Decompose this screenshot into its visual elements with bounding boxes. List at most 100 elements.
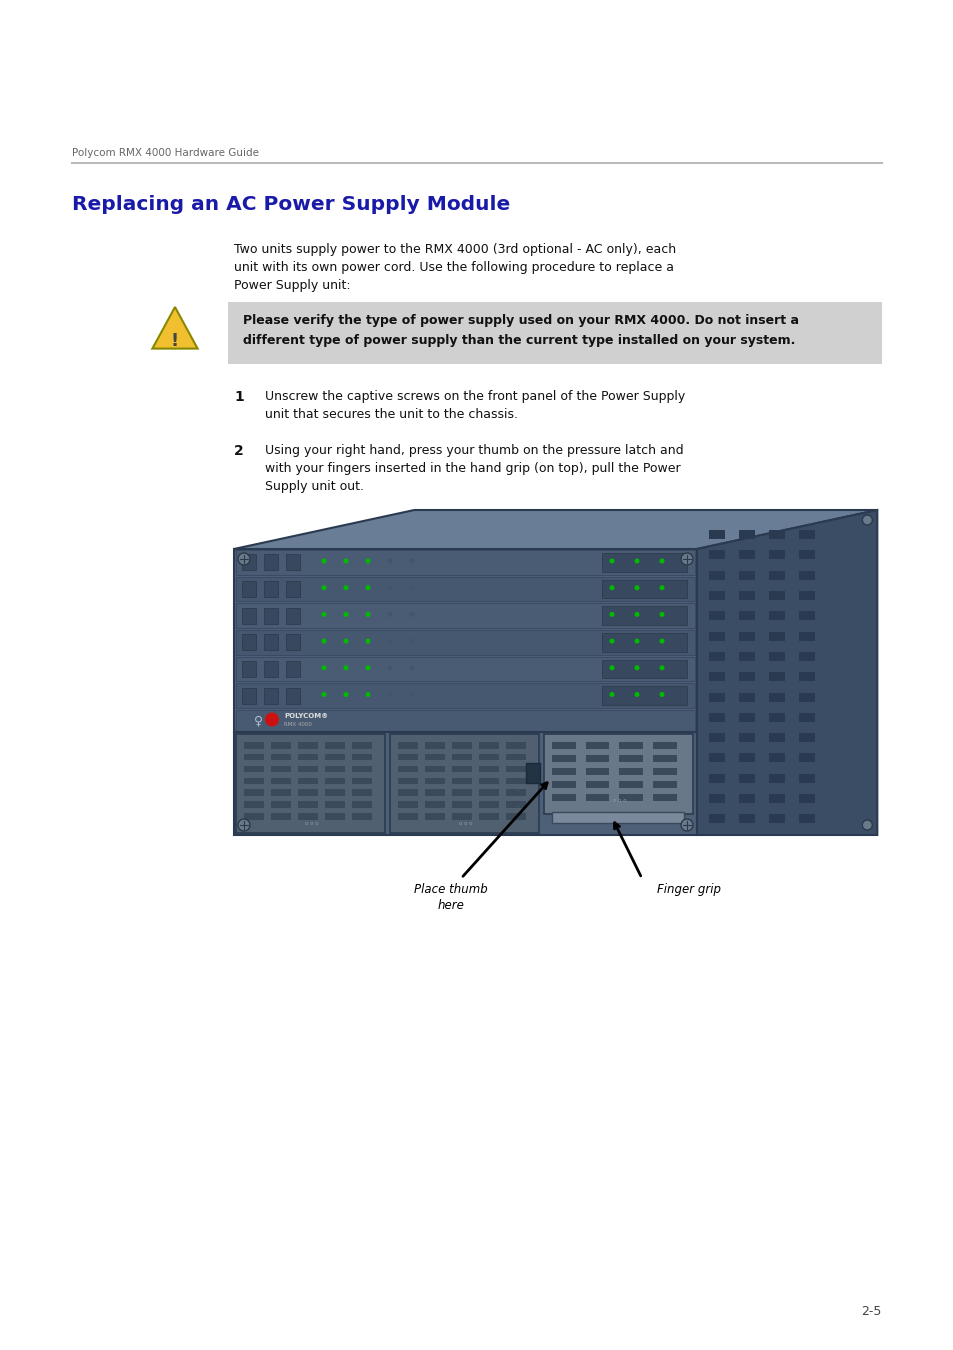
Bar [739,591,754,599]
Bar [297,743,318,748]
Bar [235,656,695,682]
Text: here: here [437,899,464,913]
Bar [799,652,814,662]
Bar [325,753,345,760]
Bar [708,814,724,824]
Bar [424,765,445,772]
Circle shape [659,612,664,617]
Bar [264,580,277,597]
Bar [352,743,372,748]
Circle shape [387,693,392,697]
Text: Supply unit out.: Supply unit out. [265,481,364,493]
Bar [452,802,472,807]
Bar [505,802,526,807]
Bar [244,765,264,772]
Bar [235,710,695,732]
Bar [478,790,498,796]
Circle shape [634,585,639,590]
Bar [478,813,498,819]
Bar [297,765,318,772]
Circle shape [343,585,348,590]
Bar [739,753,754,763]
Text: POLYCOM®: POLYCOM® [284,713,328,720]
Circle shape [609,666,614,671]
Bar [242,687,255,703]
Bar [768,571,784,579]
Text: 1: 1 [233,390,244,404]
Bar [653,782,677,788]
Bar [768,652,784,662]
Circle shape [343,666,348,671]
Text: Finger grip: Finger grip [657,883,720,896]
Bar [424,802,445,807]
Bar [244,813,264,819]
Text: .: . [516,801,518,809]
Circle shape [409,666,414,671]
Bar [286,608,299,624]
Bar [739,774,754,783]
Bar [235,734,385,833]
Text: RMX 4000: RMX 4000 [284,722,312,728]
Circle shape [409,693,414,697]
Circle shape [609,612,614,617]
Bar [452,753,472,760]
Circle shape [343,559,348,563]
Bar [799,794,814,803]
Bar [708,774,724,783]
Bar [271,743,291,748]
Bar [505,778,526,784]
Bar [739,551,754,559]
Polygon shape [152,306,197,348]
Bar [242,608,255,624]
Bar [552,794,575,801]
Bar [799,632,814,640]
Bar [653,755,677,761]
Bar [708,632,724,640]
Bar [505,765,526,772]
Text: Please verify the type of power supply used on your RMX 4000. Do not insert a: Please verify the type of power supply u… [243,315,799,327]
Circle shape [387,612,392,617]
Bar [478,778,498,784]
Bar [244,753,264,760]
Bar [233,549,697,836]
Text: Using your right hand, press your thumb on the pressure latch and: Using your right hand, press your thumb … [265,444,683,458]
Bar [601,606,686,625]
Text: o o o: o o o [458,821,472,826]
Bar [505,743,526,748]
Text: Polycom RMX 4000 Hardware Guide: Polycom RMX 4000 Hardware Guide [71,148,258,158]
Text: Replacing an AC Power Supply Module: Replacing an AC Power Supply Module [71,194,510,215]
Text: 2: 2 [233,444,244,458]
Bar [739,733,754,743]
Text: Two units supply power to the RMX 4000 (3rd optional - AC only), each: Two units supply power to the RMX 4000 (… [233,243,676,256]
Bar [543,734,692,814]
Text: with your fingers inserted in the hand grip (on top), pull the Power: with your fingers inserted in the hand g… [265,462,679,475]
Bar [297,790,318,796]
Bar [352,790,372,796]
Bar [618,794,642,801]
Circle shape [409,612,414,617]
Bar [264,662,277,678]
Bar [708,591,724,599]
Bar [799,693,814,702]
Bar [424,753,445,760]
Bar [297,753,318,760]
Bar [297,813,318,819]
Text: 2-5: 2-5 [861,1305,882,1318]
Bar [799,531,814,539]
Bar [505,753,526,760]
Bar [525,763,539,783]
Bar [768,774,784,783]
Text: .: . [516,784,518,794]
Bar [397,765,417,772]
Bar [708,571,724,579]
Bar [708,531,724,539]
Bar [271,802,291,807]
Bar [478,743,498,748]
Bar [242,662,255,678]
Bar [452,790,472,796]
Circle shape [387,585,392,590]
Bar [585,794,609,801]
Bar [242,580,255,597]
Bar [799,733,814,743]
Bar [244,790,264,796]
